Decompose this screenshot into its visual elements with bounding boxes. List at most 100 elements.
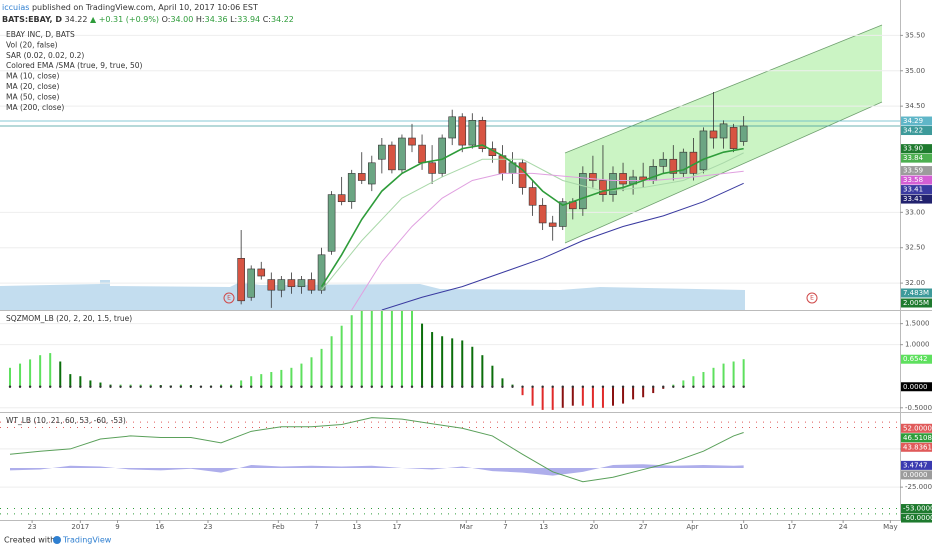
legend-entry: SAR (0.02, 0.02, 0.2)	[6, 51, 84, 60]
candle-body	[398, 137, 406, 171]
squeeze-dot	[310, 385, 313, 388]
price-badge-label: 33.84	[903, 154, 924, 162]
price-badge-label: 52.0000	[903, 424, 932, 432]
x-tick-label: 23	[204, 523, 213, 531]
momentum-bar	[390, 311, 393, 387]
momentum-bar	[491, 365, 494, 387]
squeeze-dot	[139, 385, 142, 388]
candle-body	[518, 162, 527, 188]
momentum-bar	[561, 386, 564, 408]
squeeze-dot	[149, 385, 152, 388]
momentum-bar	[581, 386, 584, 406]
momentum-bar	[531, 386, 534, 406]
earnings-icon: E	[227, 295, 231, 302]
y-tick-label: 1.5000	[905, 320, 930, 328]
candle-body	[418, 144, 426, 164]
legend-entry: MA (20, close)	[6, 82, 60, 91]
momentum-bar	[642, 386, 645, 398]
squeeze-dot	[702, 385, 705, 388]
x-tick-label: 10	[739, 523, 748, 531]
squeeze-dot	[712, 385, 715, 388]
candle-body	[367, 162, 376, 185]
candle-body	[408, 137, 416, 146]
candle-body	[448, 116, 457, 139]
x-tick-label: 13	[352, 523, 361, 531]
volume-badge	[901, 298, 932, 308]
footer-brand[interactable]: TradingView	[62, 536, 112, 545]
brand-logo	[53, 536, 61, 544]
squeeze-dot	[340, 385, 343, 388]
momentum-bar	[69, 374, 72, 387]
legend-entry: MA (10, close)	[6, 72, 60, 81]
squeeze-dot	[320, 385, 323, 388]
squeeze-dot	[370, 385, 373, 388]
legend-entry: MA (50, close)	[6, 92, 60, 101]
momentum-bar	[310, 357, 313, 387]
candle-body	[337, 194, 346, 203]
candle-body	[267, 279, 276, 291]
squeeze-dot	[521, 385, 524, 388]
momentum-bar	[89, 380, 92, 387]
squeeze-dot	[89, 385, 92, 388]
squeeze-dot	[461, 385, 464, 388]
momentum-bar	[79, 376, 82, 387]
candle-body	[709, 130, 718, 139]
squeeze-dot	[420, 385, 424, 388]
price-badge-label: 34.29	[903, 117, 923, 125]
momentum-bar	[19, 363, 22, 387]
legend-entry: MA (200, close)	[6, 103, 64, 112]
momentum-bar	[682, 380, 685, 387]
x-tick-label: 2017	[71, 523, 89, 531]
candle-body	[739, 125, 748, 142]
squeeze-dot	[571, 385, 574, 388]
squeeze-dot	[79, 385, 82, 388]
momentum-bar	[340, 325, 343, 387]
y-tick-label: 35.00	[905, 67, 925, 75]
price-badge	[901, 354, 932, 364]
squeeze-dot	[742, 385, 745, 388]
candle-body	[287, 279, 296, 287]
momentum-bar	[622, 386, 625, 404]
price-badge	[901, 166, 932, 176]
squeeze-dot	[682, 385, 685, 388]
squeeze-dot	[49, 385, 52, 388]
squeeze-dot	[239, 385, 243, 388]
candle-body	[579, 173, 587, 210]
squeeze-dot	[410, 385, 414, 388]
x-tick-label: 13	[539, 523, 548, 531]
price-badge	[901, 423, 932, 433]
price-badge	[901, 382, 932, 392]
momentum-bar	[431, 332, 434, 387]
candle-body	[548, 222, 557, 227]
squeeze-dot	[511, 385, 514, 388]
candle-body	[458, 116, 467, 146]
squeeze-dot	[260, 385, 263, 388]
x-tick-label: 24	[839, 523, 848, 531]
price-badge-label: 33.90	[903, 145, 923, 153]
x-tick-label: 17	[787, 523, 796, 531]
momentum-bar	[9, 367, 11, 387]
candle-body	[347, 173, 356, 203]
momentum-bar	[99, 382, 102, 387]
squeeze-dot	[390, 385, 394, 388]
y-tick-label: 34.50	[905, 102, 925, 110]
candle-body	[307, 279, 316, 291]
squeeze-dot	[250, 385, 253, 388]
squeeze-dot	[471, 385, 474, 388]
author[interactable]: iccuias	[2, 3, 29, 12]
candle-body	[599, 180, 607, 195]
ma-line	[381, 182, 744, 310]
squeeze-dot	[109, 385, 112, 388]
h-label: H:	[196, 15, 205, 24]
squeeze-dot	[229, 385, 233, 388]
momentum-bar	[250, 376, 253, 387]
y-tick-label: 33.00	[905, 208, 925, 216]
squeeze-dot	[28, 385, 32, 388]
squeeze-dot	[8, 385, 12, 388]
price-badge-label: -53.0000	[903, 505, 932, 513]
momentum-bar	[320, 348, 323, 387]
candle-body	[247, 268, 255, 298]
legend-entry: Vol (20, false)	[6, 40, 58, 49]
